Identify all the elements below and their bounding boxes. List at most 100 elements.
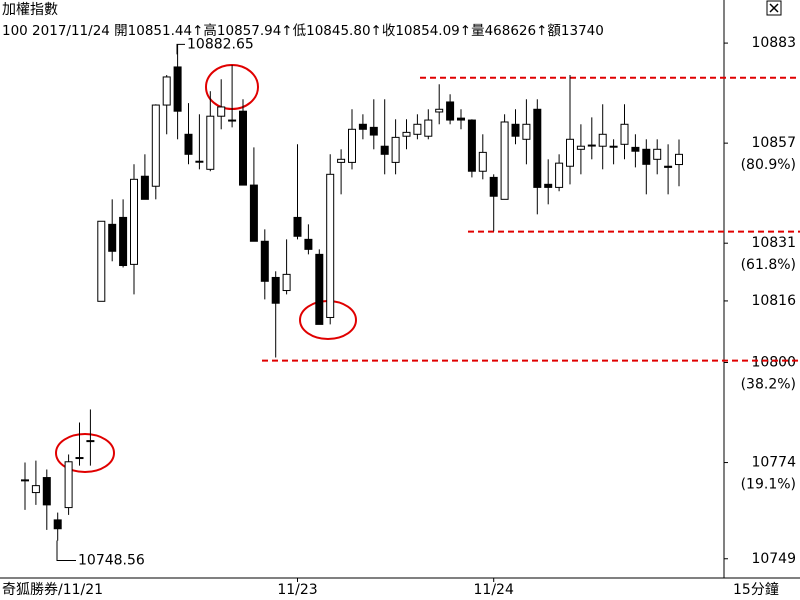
candle — [326, 154, 335, 325]
candle — [664, 144, 673, 195]
candle — [260, 229, 269, 300]
candle — [675, 139, 683, 187]
candle-body — [119, 216, 128, 267]
candle-body — [435, 108, 444, 113]
candle — [653, 139, 662, 175]
candle — [478, 134, 487, 180]
candle — [642, 139, 651, 195]
ratio-label: (61.8%) — [741, 257, 796, 273]
candle-body — [402, 131, 411, 137]
candle-body — [358, 123, 367, 130]
candle-body — [587, 144, 596, 147]
y-tick-label: 10857 — [751, 135, 796, 151]
candle — [522, 99, 531, 165]
candle-body — [173, 66, 182, 112]
y-tick-label: 10816 — [751, 293, 796, 309]
candle-body — [413, 123, 422, 135]
candle — [271, 271, 280, 358]
candle-body — [130, 178, 138, 265]
candle-body — [151, 104, 160, 187]
x-tick-label: 11/24 — [474, 582, 514, 598]
candle-body — [598, 133, 607, 147]
close-icon[interactable] — [769, 3, 779, 13]
candle-body — [64, 461, 73, 509]
close-button[interactable] — [766, 0, 782, 16]
candle — [173, 44, 182, 140]
candle — [228, 65, 237, 128]
candle — [631, 134, 640, 168]
chart-subtitle: 100 2017/11/24 開10851.44↑高10857.94↑低1084… — [2, 22, 604, 39]
candle — [75, 422, 84, 466]
y-tick-label: 10831 — [751, 235, 796, 251]
candle-body — [326, 173, 335, 318]
candle-body — [239, 110, 247, 186]
candle — [97, 220, 106, 302]
candle — [413, 114, 422, 140]
candle — [424, 109, 433, 140]
candle-body — [31, 485, 40, 494]
candle-body — [304, 238, 313, 250]
source-label: 奇狐勝券/11/21 — [2, 581, 103, 598]
candle — [566, 75, 574, 185]
candle — [304, 224, 313, 255]
candle-body — [631, 146, 640, 152]
candle — [162, 75, 171, 135]
candle — [108, 199, 117, 262]
y-tick-label: 10800 — [751, 354, 796, 370]
candle-body — [522, 123, 531, 140]
candle-body — [533, 108, 542, 188]
candle — [533, 99, 542, 215]
candle-body — [467, 119, 476, 172]
candle-body — [206, 115, 215, 170]
candle-body — [249, 184, 258, 242]
candle — [337, 149, 346, 195]
candle — [467, 119, 476, 178]
candle-body — [576, 145, 585, 150]
candle-body — [315, 253, 324, 325]
candle — [358, 114, 367, 140]
candle — [86, 409, 95, 466]
candle-body — [282, 273, 291, 292]
candle-body — [675, 153, 683, 166]
candle — [435, 84, 444, 125]
candle-body — [260, 240, 269, 282]
candle-body — [566, 138, 574, 167]
candle-body — [42, 477, 51, 506]
candle-body — [489, 176, 498, 197]
ratio-label: (19.1%) — [741, 477, 796, 493]
candle — [555, 154, 564, 192]
x-tick-label: 11/23 — [277, 582, 317, 598]
candle — [391, 119, 400, 175]
candle-body — [53, 519, 62, 530]
highlight-circle — [55, 433, 115, 473]
candle — [598, 104, 607, 170]
candle — [620, 104, 629, 160]
candle — [130, 164, 138, 295]
candle-body — [21, 479, 29, 482]
candle-body — [86, 440, 95, 443]
annotation-leader — [176, 43, 185, 55]
candle-body — [293, 216, 302, 237]
candle — [369, 99, 378, 150]
candle — [293, 144, 302, 240]
candle — [457, 109, 465, 130]
candle — [500, 114, 509, 200]
candle-body — [217, 106, 226, 117]
y-tick-label: 10883 — [751, 35, 796, 51]
candle-body — [140, 175, 149, 200]
candle — [511, 109, 520, 145]
candle — [21, 462, 29, 510]
candle — [609, 139, 618, 165]
candle — [184, 103, 193, 165]
candle-body — [664, 165, 673, 168]
candle — [31, 460, 40, 505]
candle-body — [271, 276, 280, 304]
candle-body — [500, 121, 509, 200]
candle-body — [457, 117, 465, 121]
ratio-label: (38.2%) — [741, 376, 796, 392]
candle-body — [380, 145, 389, 155]
candle-body — [369, 126, 378, 136]
y-tick-label: 10749 — [751, 551, 796, 567]
